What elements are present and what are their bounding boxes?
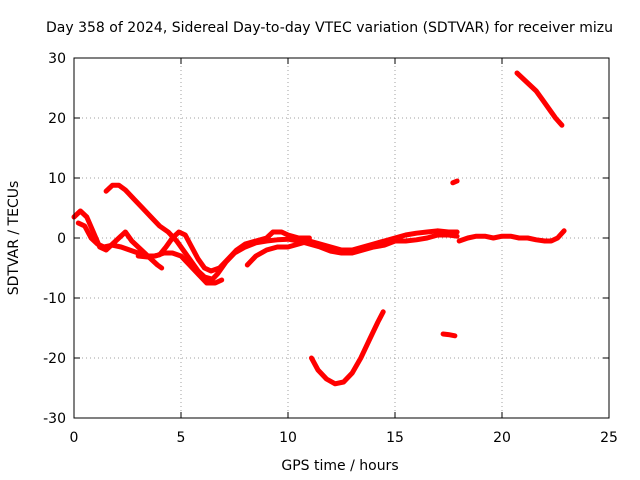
x-tick-label: 20 (493, 430, 511, 446)
series-line-arc-11 (450, 178, 460, 186)
y-tick-label: 30 (48, 51, 66, 67)
data-series (71, 70, 567, 387)
x-axis-label: GPS time / hours (281, 458, 398, 474)
y-tick-label: -30 (43, 411, 66, 427)
series-line-arc-8 (514, 70, 565, 128)
series-line-arc-5 (244, 228, 460, 268)
y-tick-label: 0 (57, 231, 66, 247)
y-tick-label: 20 (48, 111, 66, 127)
x-tick-label: 15 (386, 430, 404, 446)
y-tick-label: -10 (43, 291, 66, 307)
y-tick-label: -20 (43, 351, 66, 367)
x-tick-label: 5 (177, 430, 186, 446)
axis-ticks: 0 5 10 15 20 25 -30 -20 -10 0 10 20 30 (43, 51, 618, 446)
plot-frame (73, 57, 610, 419)
x-tick-label: 0 (70, 430, 79, 446)
series-line-arc-6 (206, 232, 460, 286)
series-line-arc-7 (456, 228, 567, 244)
chart-title: Day 358 of 2024, Sidereal Day-to-day VTE… (46, 20, 613, 36)
series-line-arc-3 (103, 182, 214, 282)
y-tick-label: 10 (48, 171, 66, 187)
x-tick-label: 10 (279, 430, 297, 446)
series-line-arc-4 (135, 229, 312, 274)
y-axis-label: SDTVAR / TECUs (6, 181, 22, 296)
x-tick-label: 25 (600, 430, 618, 446)
series-line-arc-9 (309, 309, 386, 387)
series-line-arc-10 (440, 331, 458, 339)
